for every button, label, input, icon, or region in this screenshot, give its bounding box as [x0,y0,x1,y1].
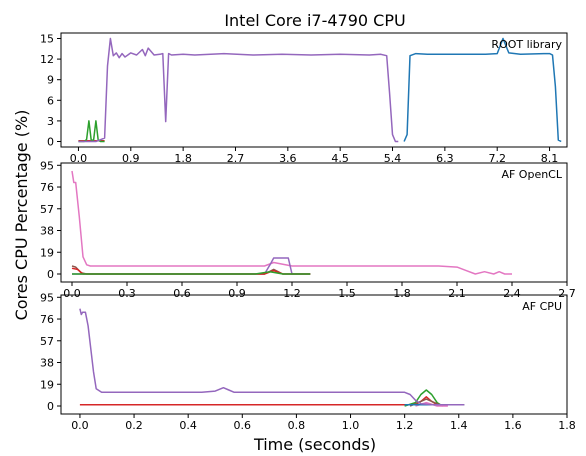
y-tick-label: 0 [47,400,54,413]
x-tick-label: 0.9 [228,287,246,300]
x-tick-label: 0.6 [234,419,252,432]
y-tick-label: 95 [40,291,54,304]
y-axis-label: Cores CPU Percentage (%) [12,110,31,321]
panel-af-cpu: 0.0 0.2 0.4 0.6 0.8 1.0 1.2 1.4 1.6 1.8 0 19 38 57 76 9… [40,291,576,432]
axes-frame [60,162,568,283]
series-line-1 [71,170,512,275]
x-tick-label: 0.4 [179,419,197,432]
x-tick-label: 1.0 [342,419,360,432]
x-tick-label: 1.8 [558,419,576,432]
x-tick-label: 1.2 [396,419,414,432]
panel-root-library: 0.0 0.9 1.8 2.7 3.6 4.5 5.4 6.3 7.2 8.1 0 3 6 9 12 15 RO… [40,32,568,165]
y-tick-label: 0 [47,268,54,281]
x-tick-label: 1.6 [504,419,522,432]
y-tick-label: 12 [40,53,54,66]
x-tick-label: 6.3 [436,152,454,165]
y-tick-label: 19 [40,246,54,259]
axes-frame [60,294,568,415]
x-tick-label: 0.0 [70,152,88,165]
x-tick-label: 1.8 [174,152,192,165]
y-tick-label: 15 [40,32,54,45]
y-tick-label: 9 [47,74,54,87]
x-tick-label: 2.1 [448,287,466,300]
x-tick-label: 0.0 [71,419,89,432]
chart-title: Intel Core i7-4790 CPU [224,11,405,30]
panel-label: AF CPU [522,300,562,313]
x-tick-label: 0.8 [288,419,306,432]
y-tick-label: 57 [40,203,54,216]
axes-frame [60,32,568,148]
y-tick-label: 38 [40,225,54,238]
series-line-2 [404,389,443,407]
x-tick-label: 8.1 [541,152,559,165]
y-tick-label: 6 [47,94,54,107]
x-tick-label: 2.4 [503,287,521,300]
x-tick-label: 1.8 [393,287,411,300]
x-tick-label: 3.6 [279,152,297,165]
y-tick-label: 3 [47,115,54,128]
panel-af-opencl: 0.0 0.3 0.6 0.9 1.2 1.5 1.8 2.1 2.4 2.7 0 19 38 57 76 9… [40,159,576,300]
x-tick-label: 4.5 [331,152,349,165]
x-axis-label: Time (seconds) [253,435,376,454]
panel-label: AF OpenCL [501,168,562,181]
x-tick-label: 0.6 [173,287,191,300]
y-tick-label: 38 [40,357,54,370]
series-line-3 [78,37,399,143]
series-line-4 [403,37,562,143]
series-line-2 [78,120,105,143]
x-tick-label: 1.5 [338,287,356,300]
panel-label: ROOT library [491,38,562,51]
x-tick-label: 1.4 [450,419,468,432]
series-line-5 [72,270,311,275]
x-tick-label: 0.9 [122,152,140,165]
x-tick-label: 0.2 [125,419,143,432]
y-tick-label: 0 [47,136,54,149]
y-tick-label: 19 [40,378,54,391]
x-tick-label: 1.2 [283,287,301,300]
x-tick-label: 7.2 [488,152,506,165]
x-tick-label: 0.0 [63,287,81,300]
x-tick-label: 2.7 [558,287,576,300]
series-line-3 [409,398,443,407]
y-tick-label: 95 [40,159,54,172]
x-tick-label: 0.3 [118,287,136,300]
x-tick-label: 2.7 [227,152,245,165]
y-tick-label: 76 [40,313,54,326]
y-tick-label: 76 [40,181,54,194]
x-tick-label: 5.4 [384,152,402,165]
series-line-1 [79,396,465,406]
series-line-6 [79,308,465,406]
y-tick-label: 57 [40,335,54,348]
